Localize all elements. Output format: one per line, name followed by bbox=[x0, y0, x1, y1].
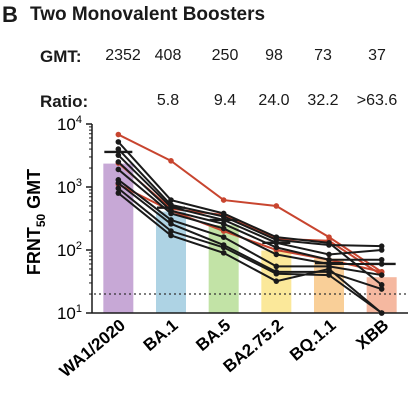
series-point-12-2 bbox=[168, 232, 174, 239]
series-point-12-4 bbox=[273, 278, 280, 284]
series-point-1-1 bbox=[115, 131, 122, 138]
gmt-value-bq11: 73 bbox=[314, 47, 332, 64]
ratio-value-ba5: 9.4 bbox=[213, 92, 237, 109]
x-tick-label-2: BA.1 bbox=[140, 316, 182, 355]
ratio-value-ba1: 5.8 bbox=[156, 92, 180, 109]
panel-letter: B bbox=[2, 2, 18, 27]
series-point-7-6 bbox=[378, 256, 385, 263]
series-point-8-4 bbox=[273, 251, 280, 258]
series-point-10-2 bbox=[168, 221, 174, 227]
series-point-12-5 bbox=[326, 266, 332, 272]
y-tick-label-2: 102 bbox=[57, 240, 82, 260]
series-line-12 bbox=[117, 192, 383, 314]
series-point-12-3 bbox=[220, 250, 227, 256]
series-point-11-4 bbox=[273, 270, 280, 277]
x-tick-label-4: BA2.75.2 bbox=[220, 316, 287, 377]
series-point-10-1 bbox=[115, 180, 122, 186]
series-point-6-5 bbox=[326, 251, 332, 258]
series-line-4 bbox=[117, 141, 383, 286]
x-tick-label-6: XBB bbox=[353, 316, 393, 354]
y-tick-label-3: 103 bbox=[57, 177, 82, 197]
series-line-6 bbox=[117, 154, 382, 256]
series-line-5 bbox=[117, 148, 382, 248]
series-point-6-1 bbox=[115, 152, 122, 158]
gmt-row-label: GMT: bbox=[40, 47, 82, 66]
series-point-7-3 bbox=[220, 221, 227, 227]
series-point-11-5 bbox=[326, 272, 332, 278]
series-point-10-6 bbox=[378, 286, 385, 292]
series-point-1-4 bbox=[273, 203, 280, 209]
ratio-row-label: Ratio: bbox=[40, 92, 89, 111]
series-line-7 bbox=[117, 161, 382, 261]
series-line-11 bbox=[117, 187, 383, 314]
series-point-9-2 bbox=[168, 217, 174, 223]
y-axis-label: FRNT50 GMT bbox=[24, 169, 48, 275]
series-line-2 bbox=[117, 162, 383, 276]
series-point-5-1 bbox=[115, 146, 122, 152]
series-point-9-4 bbox=[273, 263, 280, 270]
gmt-value-xbb: 37 bbox=[368, 47, 386, 64]
series-point-11-1 bbox=[115, 185, 122, 192]
panel-title: Two Monovalent Boosters bbox=[30, 4, 266, 25]
series-point-7-5 bbox=[326, 256, 332, 263]
series-point-9-6 bbox=[378, 272, 385, 278]
series-point-8-2 bbox=[168, 210, 174, 217]
ratio-value-ba2752: 24.0 bbox=[258, 92, 290, 109]
series-line-1 bbox=[117, 133, 383, 273]
series-point-4-1 bbox=[115, 139, 122, 145]
series-point-1-3 bbox=[220, 197, 227, 203]
y-tick-label-1: 101 bbox=[57, 303, 82, 323]
series-point-4-6 bbox=[378, 282, 385, 288]
series-point-12-1 bbox=[115, 190, 122, 196]
series-point-7-4 bbox=[273, 244, 280, 251]
series-point-9-3 bbox=[220, 234, 227, 240]
series-point-5-5 bbox=[326, 242, 332, 248]
series-point-8-1 bbox=[115, 166, 122, 173]
series-line-10 bbox=[117, 182, 382, 290]
series-point-4-2 bbox=[168, 197, 174, 203]
ratio-value-xbb: >63.6 bbox=[356, 92, 398, 109]
gmt-value-ba1: 408 bbox=[154, 47, 182, 64]
series-point-11-2 bbox=[168, 228, 174, 234]
gmt-value-wa1: 2352 bbox=[105, 47, 141, 64]
x-tick-label-1: WA1/2020 bbox=[56, 316, 129, 382]
ratio-value-bq11: 32.2 bbox=[307, 92, 339, 109]
gmt-value-ba5: 250 bbox=[211, 47, 239, 64]
series-point-6-6 bbox=[378, 247, 385, 253]
x-tick-label-5: BQ.1.1 bbox=[286, 316, 339, 365]
series-point-11-3 bbox=[220, 244, 227, 251]
y-tick-label-4: 104 bbox=[57, 114, 82, 134]
series-point-7-1 bbox=[115, 159, 122, 165]
series-line-9 bbox=[117, 179, 382, 277]
series-point-8-3 bbox=[220, 225, 227, 232]
gmt-value-ba2752: 98 bbox=[265, 47, 283, 64]
series-point-1-2 bbox=[168, 158, 174, 164]
x-tick-label-3: BA.5 bbox=[192, 316, 234, 355]
